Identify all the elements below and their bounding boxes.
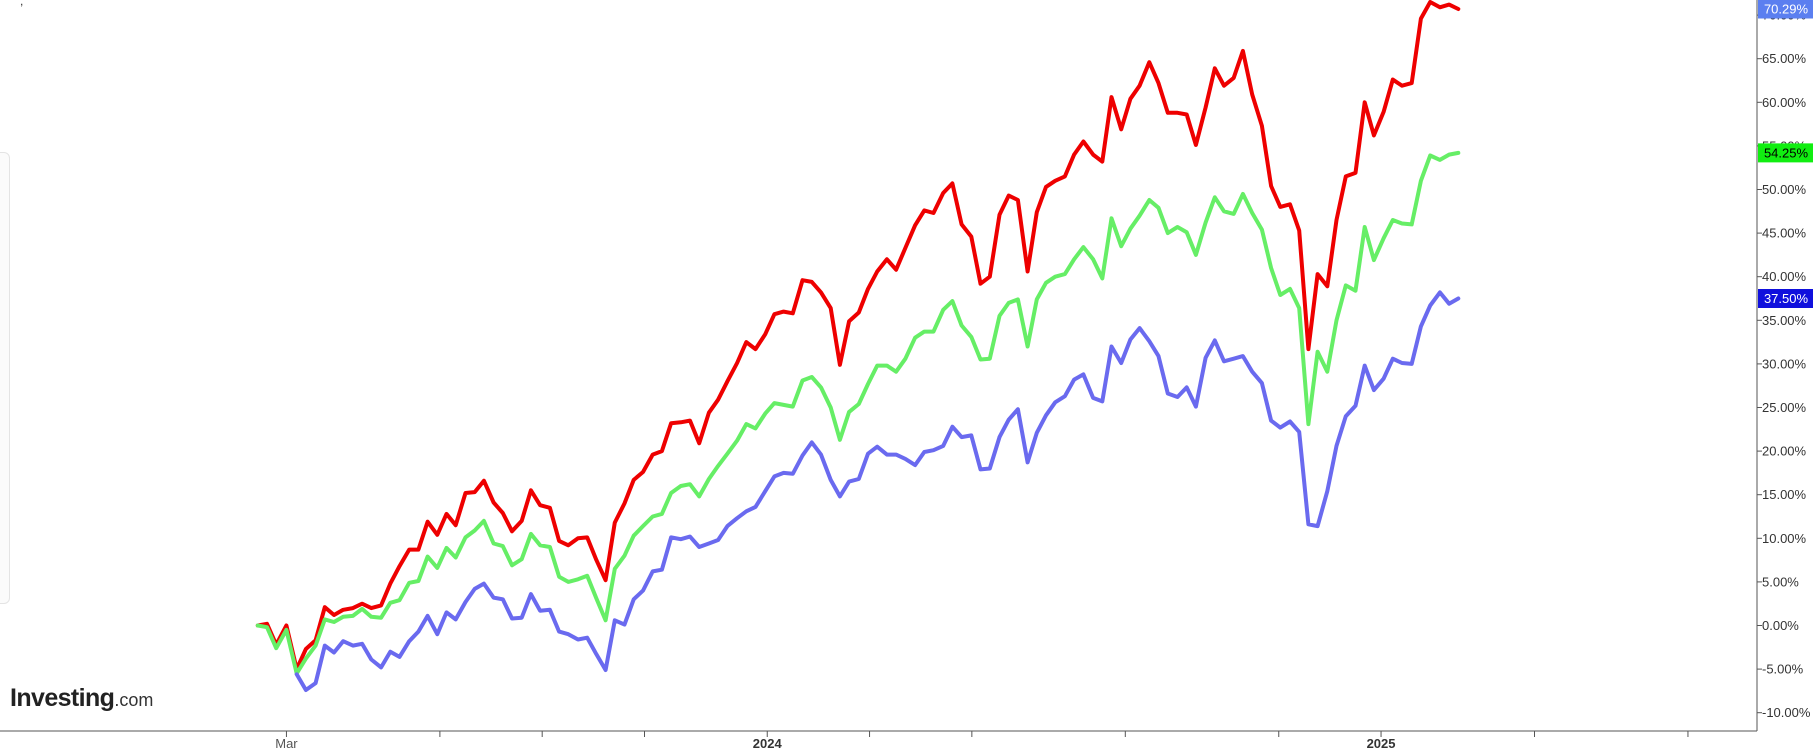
y-tick-label: 65.00% <box>1762 51 1807 66</box>
series-line-1 <box>255 0 1461 672</box>
last-value-badge-1: 70.29% <box>1758 0 1813 19</box>
y-tick-label: 5.00% <box>1762 574 1799 589</box>
y-tick-label: -5.00% <box>1762 662 1804 677</box>
x-tick-label: 2024 <box>753 736 783 750</box>
y-tick-label: 40.00% <box>1762 269 1807 284</box>
y-axis: -10.00% -5.00% 0.00% 5.00% 10.00% 15.00% 20.00… <box>1756 0 1811 731</box>
last-value-badge-2: 54.25% <box>1758 143 1813 163</box>
last-value-badge-3: 37.50% <box>1758 289 1813 308</box>
badge-value: 37.50% <box>1764 291 1809 306</box>
logo-suffix: .com <box>114 690 154 710</box>
x-tick-label: 2025 <box>1367 736 1396 750</box>
y-tick-label: 20.00% <box>1762 444 1807 459</box>
series-line-3 <box>294 290 1461 692</box>
badge-background <box>1758 0 1813 19</box>
last-value-badges: 70.29% 54.25% 37.50% <box>1758 0 1813 308</box>
y-tick-label: 0.00% <box>1762 618 1799 633</box>
badge-background <box>1758 289 1813 308</box>
y-tick-label: -10.00% <box>1762 705 1811 720</box>
y-tick-label: 30.00% <box>1762 356 1807 371</box>
side-panel-edge <box>0 152 10 604</box>
y-tick-label: 15.00% <box>1762 487 1807 502</box>
y-tick-label: 60.00% <box>1762 95 1807 110</box>
badge-background <box>1758 143 1813 163</box>
y-tick-label: 25.00% <box>1762 400 1807 415</box>
y-tick-label: 50.00% <box>1762 182 1807 197</box>
corner-mark: , <box>20 0 24 8</box>
badge-value: 54.25% <box>1764 145 1809 160</box>
y-tick-label: 45.00% <box>1762 226 1807 241</box>
x-tick-label: Mar <box>275 736 298 750</box>
series-line-2 <box>255 150 1461 676</box>
badge-value: 70.29% <box>1764 1 1809 16</box>
logo-main: Investing <box>10 684 115 712</box>
x-axis: Mar 2024 2025 <box>0 730 1757 750</box>
y-tick-label: 10.00% <box>1762 531 1807 546</box>
y-tick-label: 35.00% <box>1762 313 1807 328</box>
series-layer <box>255 0 1461 692</box>
investing-logo: Investing.com <box>10 684 153 713</box>
